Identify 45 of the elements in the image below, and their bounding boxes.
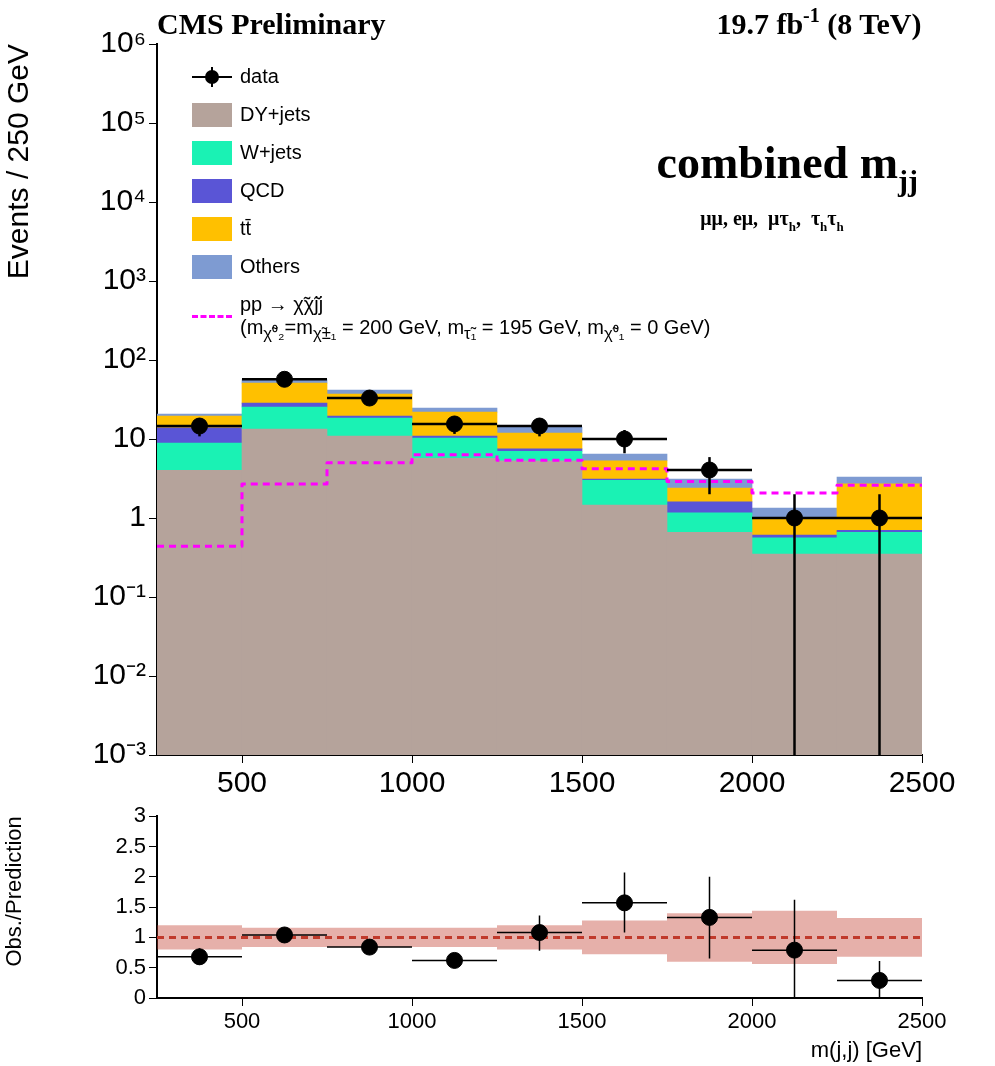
y-tick-label: 2.5 xyxy=(115,832,146,858)
y-tick-label: 1 xyxy=(133,923,146,949)
y-tick-label: 1 xyxy=(129,499,146,533)
chart-title: CMS Preliminary xyxy=(157,7,386,40)
x-tick-label: 1000 xyxy=(387,1008,437,1034)
x-tick-label: 1000 xyxy=(378,765,446,799)
bar xyxy=(666,512,753,533)
x-tick-label: 1500 xyxy=(548,765,616,799)
bar xyxy=(666,487,753,503)
bar xyxy=(157,442,243,471)
x-tick-label: 2500 xyxy=(897,1008,947,1034)
y-tick-label: 10⁻² xyxy=(92,657,147,691)
y-tick-label: 10⁻³ xyxy=(92,736,147,770)
legend-label: QCD xyxy=(240,179,285,202)
point xyxy=(446,951,463,969)
y-tick-label: 10⁴ xyxy=(99,183,146,217)
x-axis-title: m(j,j) [GeV] xyxy=(810,1036,922,1062)
y-tick-label: 10² xyxy=(102,341,147,375)
legend-label: tt̄ xyxy=(240,217,252,240)
y-axis-title: Events / 250 GeV xyxy=(1,44,35,280)
y-tick-label: 10⁶ xyxy=(100,25,146,59)
legend-label: DY+jets xyxy=(240,103,311,126)
y-tick-label: 1.5 xyxy=(115,893,146,919)
text: pp → χ̃χ̃jj (m$_{χ̃⁰₂}$=m$_{χ̃±₁}$ = 200 GeV, m$_{τ̃₁}$ = 195 GeV, m$_{χ̃⁰₁}$ = 0 GeV) xyxy=(240,293,711,343)
y-tick-label: 2 xyxy=(133,862,146,888)
legend-label: W+jets xyxy=(240,141,302,164)
y-tick-label: 10³ xyxy=(102,262,147,296)
y-tick-label: 0 xyxy=(133,984,146,1010)
y-tick-label: 10⁵ xyxy=(100,104,146,138)
x-tick-label: 500 xyxy=(223,1008,261,1034)
bar xyxy=(666,501,753,514)
y-tick-label: 10⁻¹ xyxy=(92,578,147,612)
y-tick-label: 3 xyxy=(133,802,146,828)
y-tick-label: 0.5 xyxy=(115,953,146,979)
bar xyxy=(836,476,922,485)
legend-label: data xyxy=(240,65,279,88)
y-tick-label: 10 xyxy=(112,420,146,454)
x-tick-label: 500 xyxy=(216,765,268,799)
x-tick-label: 2000 xyxy=(718,765,786,799)
bar xyxy=(581,479,668,506)
x-tick-label: 1500 xyxy=(557,1008,607,1034)
x-tick-label: 2000 xyxy=(727,1008,777,1034)
y-axis-title: Obs./Prediction xyxy=(1,816,27,967)
x-tick-label: 2500 xyxy=(888,765,956,799)
legend-label: Others xyxy=(240,255,301,278)
